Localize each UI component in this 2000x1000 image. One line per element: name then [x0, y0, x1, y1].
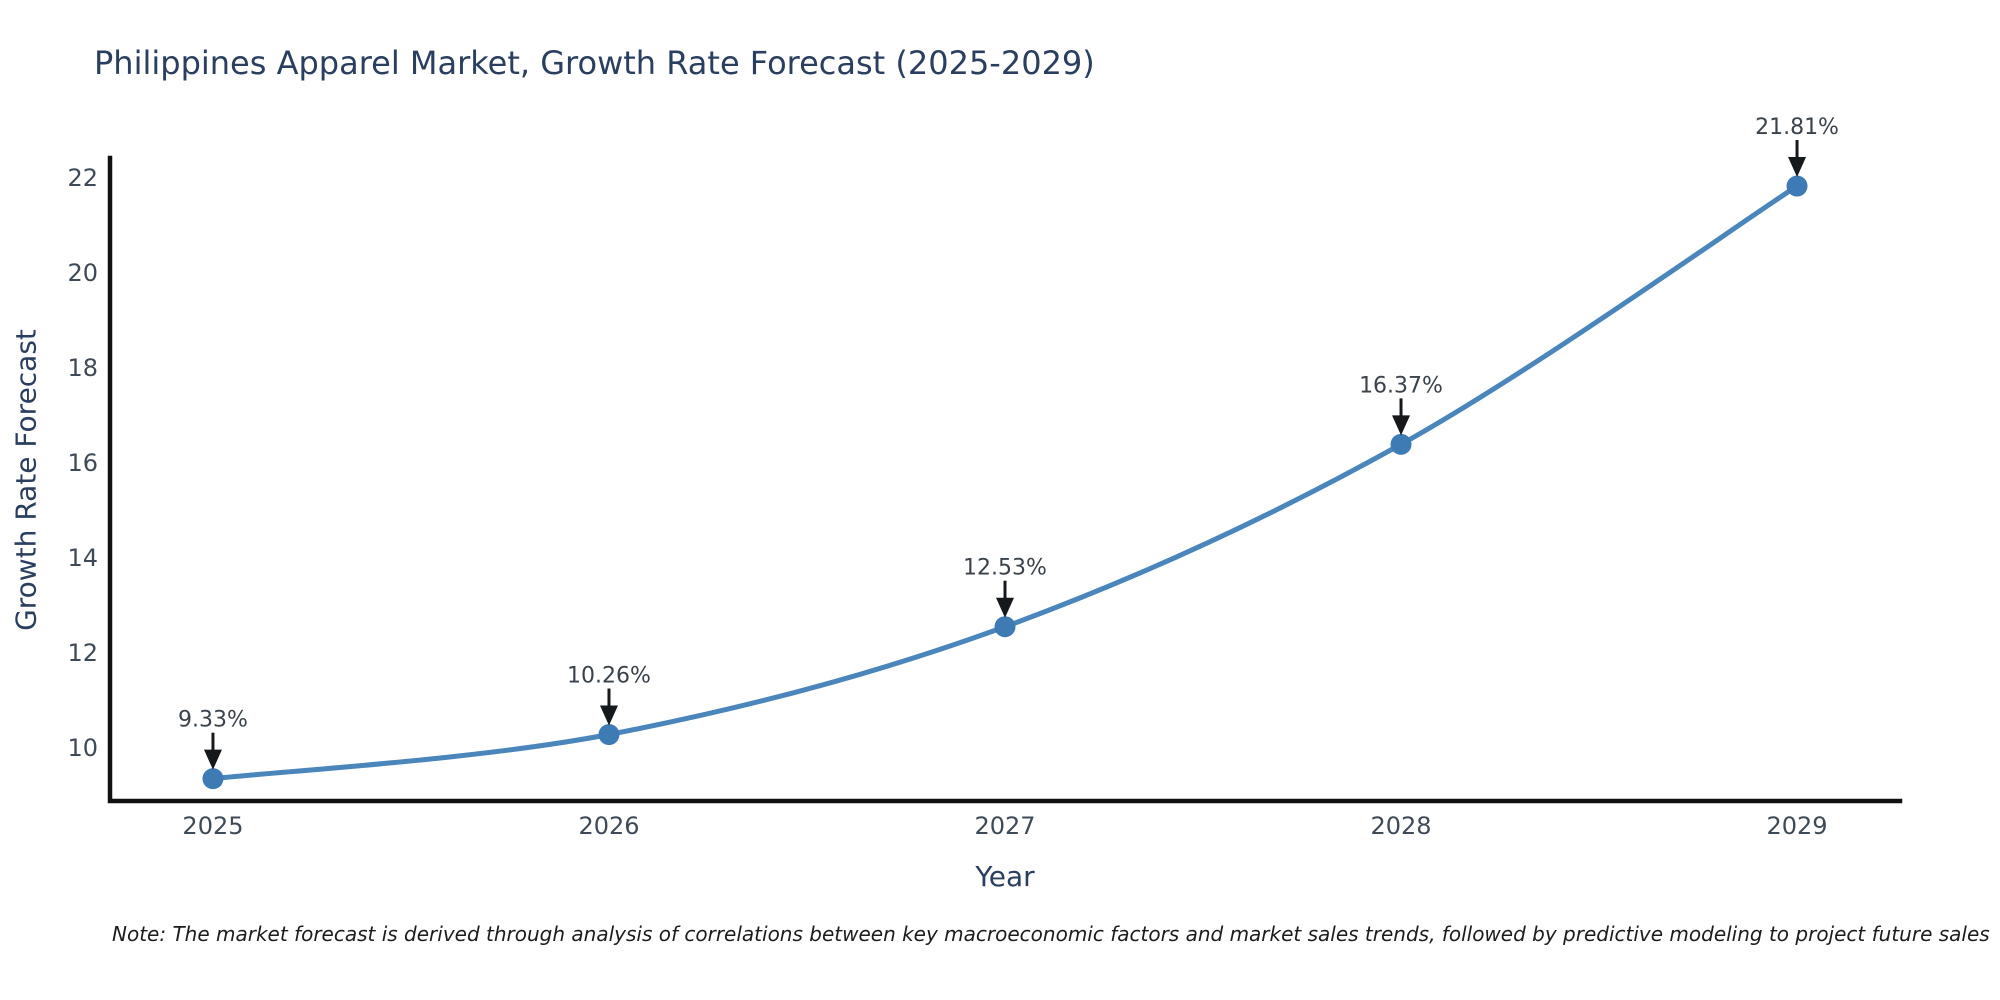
trend-line [210, 183, 1800, 782]
chart-footnote: Note: The market forecast is derived thr… [112, 922, 1990, 946]
annotation-arrowhead-icon [996, 597, 1014, 618]
x-axis-title: Year [975, 860, 1035, 893]
y-axis-tick-label: 14 [67, 544, 98, 572]
data-point-marker [1390, 433, 1412, 455]
annotation-label: 16.37% [1359, 373, 1443, 398]
annotation-label: 12.53% [963, 556, 1047, 581]
annotation-label: 10.26% [567, 664, 651, 689]
data-point-marker [1786, 175, 1808, 197]
axis-line [107, 155, 1903, 804]
y-axis-tick-label: 20 [67, 259, 98, 287]
x-axis-tick-label: 2029 [1766, 812, 1827, 840]
annotation-arrowhead-icon [1392, 415, 1411, 436]
data-point-marker [598, 724, 620, 746]
annotation-arrowhead-icon [1788, 157, 1807, 178]
data-point-marker [994, 616, 1016, 638]
y-axis-tick-label: 12 [67, 639, 98, 667]
data-point-marker [202, 768, 224, 790]
chart-title: Philippines Apparel Market, Growth Rate … [94, 44, 1095, 82]
x-axis-tick-label: 2027 [974, 812, 1035, 840]
x-axis-tick-label: 2026 [578, 812, 639, 840]
annotation-arrowhead-icon [203, 749, 222, 770]
x-axis-tick-label: 2025 [182, 812, 243, 840]
annotation-label: 9.33% [178, 708, 248, 733]
x-axis-tick-label: 2028 [1370, 812, 1431, 840]
y-axis-tick-label: 16 [67, 449, 98, 477]
y-axis-tick-label: 18 [67, 354, 98, 382]
y-axis-tick-label: 10 [67, 734, 98, 762]
annotation-label: 21.81% [1755, 115, 1839, 140]
annotation-arrowhead-icon [599, 705, 618, 726]
y-axis-tick-label: 22 [67, 164, 98, 192]
